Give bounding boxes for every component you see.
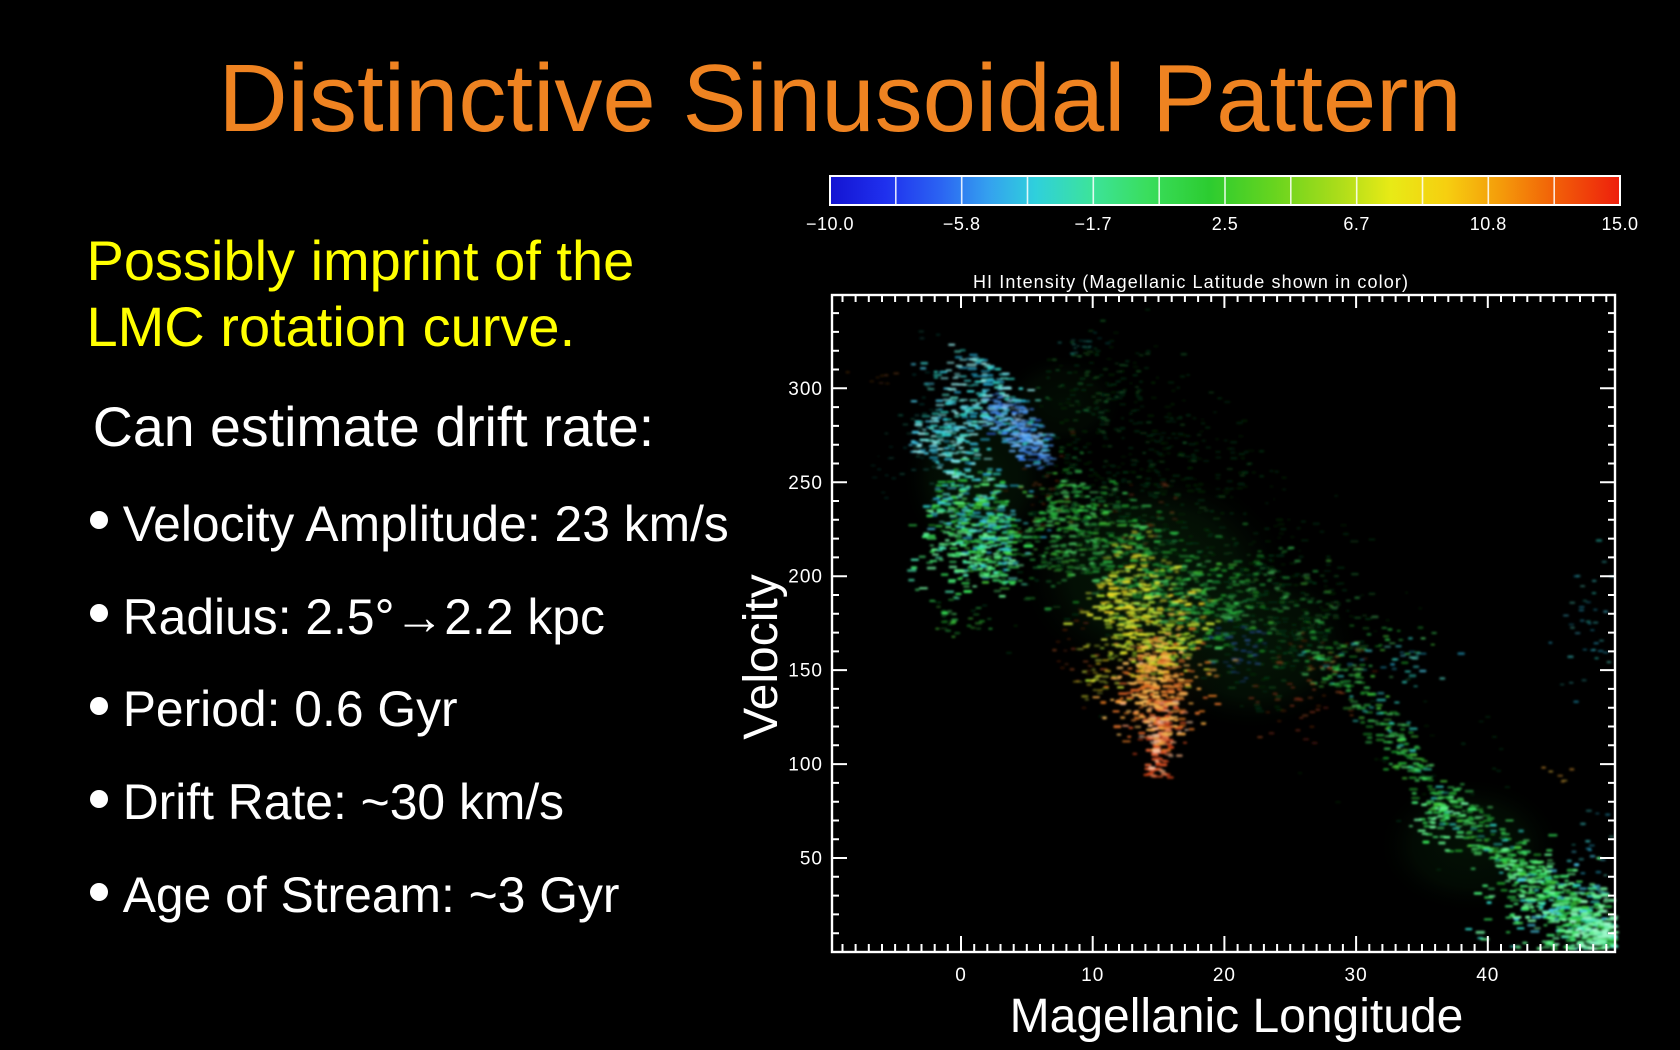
svg-text:300: 300 bbox=[788, 379, 823, 400]
svg-text:15.0: 15.0 bbox=[1601, 214, 1638, 234]
svg-text:20: 20 bbox=[1213, 965, 1236, 986]
svg-text:200: 200 bbox=[788, 567, 823, 588]
svg-text:50: 50 bbox=[800, 849, 823, 870]
svg-text:−5.8: −5.8 bbox=[943, 214, 981, 234]
svg-text:HI Intensity (Magellanic Latit: HI Intensity (Magellanic Latitude shown … bbox=[973, 272, 1409, 292]
svg-text:0: 0 bbox=[955, 965, 967, 986]
svg-text:10: 10 bbox=[1081, 965, 1104, 986]
svg-text:40: 40 bbox=[1476, 965, 1499, 986]
svg-text:150: 150 bbox=[788, 661, 823, 682]
svg-text:100: 100 bbox=[788, 755, 823, 776]
svg-text:6.7: 6.7 bbox=[1343, 214, 1370, 234]
svg-text:10.8: 10.8 bbox=[1470, 214, 1507, 234]
svg-text:30: 30 bbox=[1345, 965, 1368, 986]
svg-text:−10.0: −10.0 bbox=[806, 214, 854, 234]
svg-text:250: 250 bbox=[788, 473, 823, 494]
svg-text:2.5: 2.5 bbox=[1212, 214, 1239, 234]
svg-text:−1.7: −1.7 bbox=[1075, 214, 1113, 234]
